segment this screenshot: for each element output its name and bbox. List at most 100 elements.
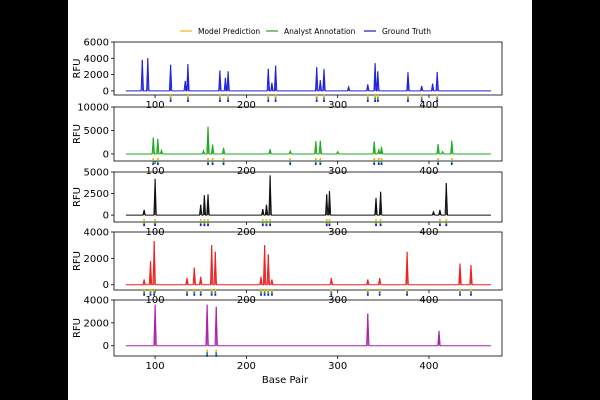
- xtick-label-3-2: 300: [328, 295, 347, 306]
- annotation-marker-2-7-1: [269, 221, 272, 224]
- annotation-marker-2-5-1: [261, 221, 264, 224]
- annotation-marker-4-0-2: [206, 354, 209, 357]
- annotation-marker-2-13-1: [445, 221, 448, 224]
- annotation-marker-0-7-0: [323, 94, 325, 98]
- annotation-marker-3-10-0: [267, 288, 270, 291]
- annotation-marker-0-4-0: [267, 94, 270, 98]
- annotation-marker-1-6-2: [314, 162, 317, 165]
- legend-label-0: Model Prediction: [198, 27, 260, 36]
- annotation-marker-0-4-1: [267, 97, 270, 100]
- trace-4: [125, 304, 491, 347]
- annotation-marker-3-7-2: [214, 293, 217, 296]
- xtick-label-0-1: 200: [237, 100, 256, 111]
- annotation-marker-1-2-2: [207, 162, 209, 165]
- annotation-marker-2-2-2: [199, 223, 202, 227]
- annotation-marker-3-17-2: [470, 293, 472, 296]
- annotation-marker-2-12-2: [439, 223, 441, 227]
- xtick-label-3-3: 400: [419, 295, 438, 306]
- annotation-marker-3-4-0: [193, 288, 196, 291]
- annotation-marker-0-0-0: [169, 94, 172, 98]
- annotation-marker-3-3-2: [186, 293, 188, 296]
- annotation-marker-3-16-2: [459, 293, 461, 296]
- annotation-marker-3-12-1: [330, 291, 333, 294]
- annotation-marker-1-5-1: [289, 160, 292, 163]
- annotation-marker-0-11-0: [407, 94, 409, 98]
- xtick-label-1-0: 100: [146, 166, 165, 177]
- ytick-label-4-2: 4000: [84, 296, 109, 307]
- annotation-marker-0-13-0: [436, 94, 439, 98]
- annotation-marker-3-2-2: [153, 293, 156, 296]
- annotation-marker-2-3-0: [203, 219, 206, 222]
- y-axis-label-0: RFU: [72, 58, 83, 78]
- ytick-label-4-1: 2000: [84, 318, 109, 329]
- annotation-marker-3-6-1: [210, 291, 213, 294]
- xtick-label-3-0: 100: [146, 295, 165, 306]
- ytick-label-2-2: 5000: [84, 168, 109, 179]
- annotation-marker-3-11-0: [271, 288, 273, 291]
- annotation-marker-3-1-2: [149, 293, 152, 296]
- annotation-marker-3-8-1: [260, 291, 262, 294]
- annotation-marker-0-13-2: [436, 99, 439, 102]
- panel-frame-0: [113, 41, 503, 96]
- annotation-marker-3-3-1: [186, 291, 188, 294]
- xtick-label-2-0: 100: [146, 227, 165, 238]
- annotation-marker-2-6-1: [265, 221, 268, 224]
- panel-frame-3: [113, 231, 503, 291]
- ytick-label-3-1: 2000: [84, 254, 109, 265]
- annotation-marker-2-4-0: [207, 219, 209, 222]
- y-axis-label-2: RFU: [72, 187, 83, 207]
- ytick-label-1-0: 0: [103, 149, 109, 160]
- annotation-marker-3-10-2: [267, 293, 270, 296]
- annotation-marker-1-1-1: [156, 160, 159, 163]
- annotation-marker-4-1-0: [215, 349, 218, 352]
- annotation-marker-0-7-2: [323, 99, 325, 102]
- xtick-label-4-2: 300: [328, 361, 347, 372]
- annotation-marker-1-0-2: [152, 162, 155, 165]
- annotation-marker-3-12-2: [330, 293, 333, 296]
- annotation-marker-3-16-0: [459, 288, 461, 291]
- annotation-marker-0-10-0: [376, 94, 379, 98]
- trace-3: [125, 241, 491, 286]
- annotation-marker-3-1-1: [149, 291, 152, 294]
- annotation-marker-1-12-2: [450, 162, 453, 165]
- annotation-marker-0-9-0: [374, 94, 377, 98]
- annotation-marker-1-5-2: [289, 162, 292, 165]
- trace-2: [125, 175, 491, 216]
- annotation-marker-0-6-2: [315, 99, 318, 102]
- annotation-marker-2-9-1: [328, 221, 331, 224]
- annotation-marker-1-10-2: [380, 162, 383, 165]
- annotation-marker-0-8-1: [366, 97, 369, 100]
- annotation-marker-3-0-0: [143, 288, 146, 291]
- annotation-marker-2-5-0: [261, 219, 264, 222]
- annotation-marker-1-3-0: [211, 157, 214, 161]
- annotation-marker-2-3-2: [203, 223, 206, 227]
- xtick-label-0-0: 100: [146, 100, 165, 111]
- ytick-label-3-2: 4000: [84, 228, 109, 239]
- annotation-marker-2-4-2: [207, 223, 209, 227]
- annotation-marker-3-12-0: [330, 288, 333, 291]
- annotation-marker-2-8-1: [325, 221, 328, 224]
- annotation-marker-2-13-0: [445, 219, 448, 222]
- annotation-marker-0-6-1: [315, 97, 318, 100]
- trace-1: [125, 126, 491, 155]
- annotation-marker-0-11-2: [407, 99, 409, 102]
- annotation-marker-1-11-2: [437, 162, 439, 165]
- annotation-marker-3-2-1: [153, 291, 156, 294]
- xtick-label-4-1: 200: [237, 361, 256, 372]
- ytick-label-1-2: 10000: [77, 103, 109, 114]
- annotation-marker-2-11-0: [379, 219, 382, 222]
- annotation-marker-3-2-0: [153, 288, 156, 291]
- annotation-marker-1-8-1: [373, 160, 376, 163]
- legend: Model Prediction Analyst Annotation Ground…: [180, 27, 431, 36]
- annotation-marker-0-8-2: [366, 99, 369, 102]
- ytick-label-2-0: 0: [103, 211, 109, 222]
- annotation-marker-0-12-1: [420, 97, 423, 100]
- annotation-marker-3-14-2: [378, 293, 381, 296]
- annotation-marker-3-8-0: [260, 288, 262, 291]
- annotation-marker-0-10-1: [376, 97, 379, 100]
- ytick-label-4-0: 0: [103, 341, 109, 352]
- annotation-marker-3-3-0: [186, 288, 188, 291]
